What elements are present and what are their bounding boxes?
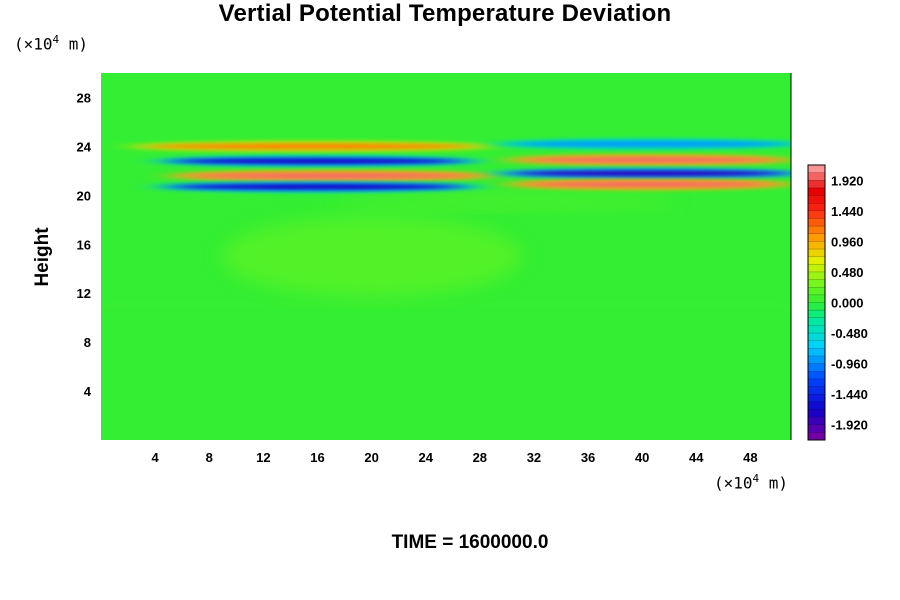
y-tick-label: 12 xyxy=(77,286,91,301)
band-core xyxy=(168,183,467,190)
band-core xyxy=(182,172,480,179)
band-core xyxy=(520,181,778,188)
colorbar-cell xyxy=(808,264,825,273)
time-label: TIME = 1600000.0 xyxy=(391,532,549,553)
band-core xyxy=(506,140,791,148)
colorbar-cell xyxy=(808,203,825,212)
colorbar-cell xyxy=(808,180,825,189)
colorbar-cell xyxy=(808,371,825,380)
colorbar-cell xyxy=(808,172,825,181)
y-axis-unit: (×104 m) xyxy=(14,33,89,54)
colorbar-cell xyxy=(808,226,825,235)
x-tick-label: 40 xyxy=(635,450,649,465)
colorbar-cell xyxy=(808,363,825,372)
colorbar-cell xyxy=(808,249,825,258)
colorbar-cell xyxy=(808,317,825,326)
colorbar-cell xyxy=(808,417,825,426)
x-tick-label: 4 xyxy=(152,450,160,465)
y-tick-label: 24 xyxy=(77,139,92,154)
x-tick-label: 16 xyxy=(310,450,324,465)
colorbar-label: 0.480 xyxy=(831,265,864,280)
colorbar-cell xyxy=(808,187,825,196)
colorbar-cell xyxy=(808,218,825,227)
colorbar-cell xyxy=(808,394,825,403)
colorbar-cell xyxy=(808,310,825,319)
y-axis-ticks: 4 8 12 16 20 24 28 xyxy=(77,90,92,399)
colorbar-cell xyxy=(808,210,825,219)
colorbar-cell xyxy=(808,279,825,288)
chart-title: Vertial Potential Temperature Deviation xyxy=(218,0,672,27)
band-core xyxy=(168,157,467,165)
colorbar-label: 1.440 xyxy=(831,204,864,219)
y-tick-label: 16 xyxy=(77,237,91,252)
band-core xyxy=(506,170,791,177)
colorbar-cell xyxy=(808,409,825,418)
colorbar-cell xyxy=(808,287,825,296)
colorbar-frame xyxy=(807,164,826,441)
colorbar-labels: 1.920 1.440 0.960 0.480 0.000 -0.480 -0.960 -1.… xyxy=(831,173,868,432)
colorbar-cell xyxy=(808,340,825,349)
colorbar-cell xyxy=(808,256,825,265)
texture-blob xyxy=(221,216,522,297)
colorbar-cell xyxy=(808,241,825,250)
colorbar-cell xyxy=(808,233,825,242)
colorbar-cell xyxy=(808,378,825,387)
colorbar-label: 0.000 xyxy=(831,296,864,311)
x-tick-label: 8 xyxy=(206,450,213,465)
y-tick-label: 28 xyxy=(77,90,91,105)
colorbar-cell xyxy=(808,401,825,410)
x-axis-ticks: 4 8 12 16 20 24 28 32 36 40 44 48 xyxy=(152,450,758,465)
x-tick-label: 32 xyxy=(527,450,541,465)
y-tick-label: 4 xyxy=(84,384,92,399)
x-tick-label: 20 xyxy=(364,450,378,465)
colorbar-cell xyxy=(808,355,825,365)
colorbar-label: -1.440 xyxy=(831,387,868,402)
x-tick-label: 36 xyxy=(581,450,595,465)
x-tick-label: 12 xyxy=(256,450,270,465)
y-tick-label: 8 xyxy=(84,335,91,350)
x-tick-label: 48 xyxy=(743,450,757,465)
colorbar-cell xyxy=(808,432,825,441)
texture-band xyxy=(101,302,791,307)
colorbar-cell xyxy=(808,424,825,433)
colorbar-label: -0.960 xyxy=(831,357,868,372)
colorbar-label: 1.920 xyxy=(831,173,864,188)
x-tick-label: 24 xyxy=(418,450,433,465)
colorbar-cell xyxy=(808,302,825,311)
colorbar-label: -1.920 xyxy=(831,418,868,433)
colorbar-cell xyxy=(808,271,825,280)
x-axis-unit: (×104 m) xyxy=(714,472,789,493)
x-tick-label: 44 xyxy=(689,450,704,465)
x-tick-label: 28 xyxy=(473,450,487,465)
y-tick-label: 20 xyxy=(77,188,91,203)
colorbar xyxy=(807,164,826,441)
heatmap-field xyxy=(101,138,791,307)
colorbar-cell xyxy=(808,165,825,174)
colorbar-label: -0.480 xyxy=(831,326,868,341)
colorbar-cell xyxy=(808,348,825,357)
band-core xyxy=(520,156,778,164)
colorbar-cell xyxy=(808,325,825,334)
texture-blob xyxy=(336,192,677,211)
colorbar-cell xyxy=(808,195,825,204)
colorbar-cell xyxy=(808,333,825,342)
colorbar-cell xyxy=(808,386,825,395)
colorbar-cell xyxy=(808,294,825,303)
colorbar-label: 0.960 xyxy=(831,234,864,249)
band-core xyxy=(141,143,480,150)
